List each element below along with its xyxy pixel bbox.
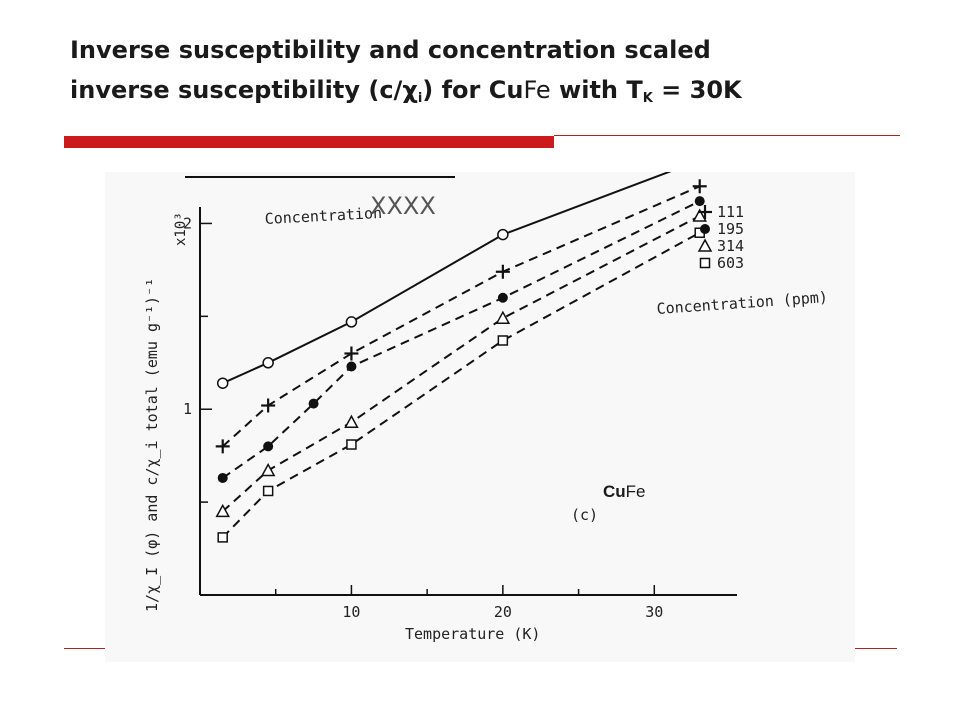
series-line-195 [222,200,701,479]
susceptibility-chart: Concentration Concentration (ppm) (c) x1… [105,172,855,662]
marker-shape [497,228,509,241]
accent-rule [554,135,900,136]
axes-layer: 10 20 30 1 2 [183,207,737,621]
data-point-111 [692,179,707,194]
legend-marker-603 [699,257,711,269]
data-point-195 [263,441,274,452]
sample-label-light: Fe [625,482,646,501]
y-tick-label: 2 [183,214,192,232]
marker-shape [260,462,276,477]
marker-shape [344,414,359,428]
figure-header-overlay: XXXX [370,192,436,220]
chart-background [105,172,855,662]
marker-shape [263,441,274,452]
data-point-603 [217,532,228,543]
data-point-314 [495,310,511,324]
legend-marker-111 [698,205,712,219]
marker-shape [262,357,274,369]
marker-shape [700,224,710,234]
data-point-111 [215,439,230,454]
marker-shape [497,335,509,346]
marker-shape [694,196,705,207]
data-point-314 [344,414,359,428]
data-point-195 [346,361,357,372]
marker-shape [216,377,229,389]
title-text-b: ) for [422,76,489,104]
data-point-314 [260,462,276,477]
title-line-2: inverse susceptibility (c/χi) for CuFe w… [70,70,930,119]
data-point-main [262,357,274,369]
marker-shape [699,257,711,269]
data-point-111 [261,398,276,413]
data-point-603 [497,335,509,346]
title-line-1: Inverse susceptibility and concentration… [70,36,711,64]
x-tick-label: 10 [342,603,360,621]
sample-label-bold: Cu [603,482,626,501]
legend-label-603: 603 [717,254,744,272]
y-tick-label: 1 [183,400,192,418]
legend-label-314: 314 [717,237,744,255]
data-point-314 [692,208,707,222]
figure-panel: Concentration Concentration (ppm) (c) x1… [105,172,855,662]
marker-shape [692,208,707,222]
x-axis-label: Temperature (K) [405,625,540,643]
marker-shape [217,472,228,483]
title-sample-bold: Cu [488,76,524,104]
legend-marker-195 [700,224,710,234]
sample-label: CuFe [603,482,646,502]
marker-shape [346,361,357,372]
legend-marker-314 [697,238,713,252]
marker-shape [215,503,230,518]
data-point-main [497,228,509,241]
data-point-111 [344,346,359,361]
data-point-195 [217,472,228,483]
data-point-195 [497,292,508,303]
data-point-603 [262,485,274,497]
data-point-195 [694,196,705,207]
data-point-195 [308,398,319,409]
title-text-c: with T [550,76,643,104]
data-point-603 [346,439,357,450]
marker-shape [217,532,228,543]
x-tick-label: 30 [645,603,663,621]
data-point-main [216,377,229,389]
data-point-111 [495,264,510,279]
marker-shape [345,316,358,328]
legend-label-195: 195 [717,220,744,238]
y-axis-label: 1/χ_I (φ) and c/χ_i total (emu g⁻¹)⁻¹ [143,278,161,612]
marker-shape [495,310,511,324]
title-text-d: = 30K [652,76,742,104]
marker-shape [346,439,357,450]
legend-label-111: 111 [717,203,744,221]
title-tk-subscript: K [642,91,653,106]
marker-shape [262,485,274,497]
marker-shape [308,398,319,409]
data-point-main [345,316,358,328]
title-sample-light: Fe [523,76,551,104]
accent-bar [64,136,554,148]
x-tick-label: 20 [494,603,512,621]
title-chi-symbol: χ [402,76,418,104]
panel-label: (c) [571,506,598,524]
data-point-314 [215,503,230,518]
title-text-a: inverse susceptibility (c/ [70,76,403,104]
y-multiplier: x10³ [173,212,189,246]
series-layer [215,172,707,543]
marker-shape [497,292,508,303]
bottom-rule-right [855,648,897,649]
slide-title: Inverse susceptibility and concentration… [70,30,930,119]
bottom-rule-left [64,648,109,649]
marker-shape [697,238,713,252]
title-chi-subscript: i [417,91,423,106]
